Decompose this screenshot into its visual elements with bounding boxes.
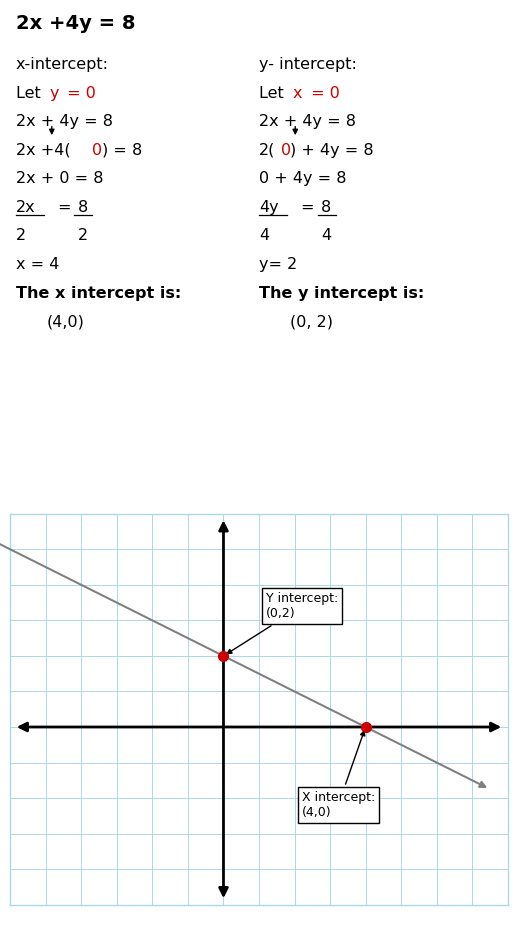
Text: 2x + 4y = 8: 2x + 4y = 8 (16, 114, 112, 129)
Text: 8: 8 (78, 200, 88, 215)
Text: 2x + 0 = 8: 2x + 0 = 8 (16, 171, 103, 187)
Text: x-intercept:: x-intercept: (16, 57, 109, 72)
Text: 2x +4y = 8: 2x +4y = 8 (16, 14, 135, 33)
Text: 0: 0 (92, 143, 103, 158)
Text: Let: Let (16, 86, 46, 101)
Text: y: y (49, 86, 59, 101)
Text: (0, 2): (0, 2) (290, 314, 333, 329)
Text: 2x: 2x (16, 200, 35, 215)
Text: (4,0): (4,0) (47, 314, 84, 329)
Text: x = 4: x = 4 (16, 257, 59, 272)
Text: X intercept:
(4,0): X intercept: (4,0) (301, 731, 375, 819)
Text: x: x (293, 86, 302, 101)
Text: =: = (57, 200, 70, 215)
Text: 0 + 4y = 8: 0 + 4y = 8 (259, 171, 347, 187)
Text: ) + 4y = 8: ) + 4y = 8 (290, 143, 373, 158)
Text: 2x + 4y = 8: 2x + 4y = 8 (259, 114, 356, 129)
Text: 2: 2 (16, 228, 26, 244)
Text: 2x +4(: 2x +4( (16, 143, 70, 158)
Text: y= 2: y= 2 (259, 257, 297, 272)
Text: 2: 2 (78, 228, 88, 244)
Text: The x intercept is:: The x intercept is: (16, 286, 181, 301)
Text: 4: 4 (321, 228, 332, 244)
Text: Let: Let (259, 86, 289, 101)
Text: 0: 0 (281, 143, 291, 158)
Text: 2(: 2( (259, 143, 276, 158)
Text: Y intercept:
(0,2): Y intercept: (0,2) (227, 592, 338, 654)
Text: 8: 8 (321, 200, 332, 215)
Text: ) = 8: ) = 8 (102, 143, 142, 158)
Text: = 0: = 0 (306, 86, 339, 101)
Text: 4: 4 (259, 228, 269, 244)
Text: = 0: = 0 (62, 86, 96, 101)
Text: y- intercept:: y- intercept: (259, 57, 357, 72)
Text: =: = (300, 200, 314, 215)
Text: The y intercept is:: The y intercept is: (259, 286, 424, 301)
Text: 4y: 4y (259, 200, 279, 215)
